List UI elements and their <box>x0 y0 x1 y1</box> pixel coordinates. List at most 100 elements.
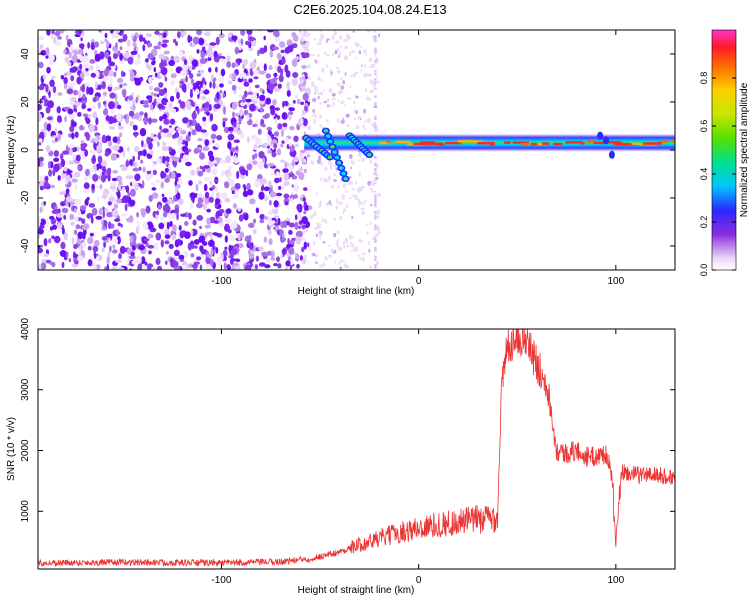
spectrogram-ylabel: Frequency (Hz) <box>6 116 17 185</box>
noise-blob <box>303 158 307 163</box>
noise-blob <box>68 82 76 87</box>
noise-blob <box>189 36 193 42</box>
noise-blob <box>253 70 260 75</box>
noise-blob <box>89 65 94 71</box>
stripe-segment <box>374 116 377 119</box>
noise-blob <box>227 229 232 234</box>
noise-blob <box>175 192 181 200</box>
noise-blob <box>152 169 157 176</box>
noise-blob <box>48 169 52 177</box>
noise-blob <box>294 221 299 230</box>
noise-blob <box>82 113 88 117</box>
noise-blob <box>138 34 144 42</box>
noise-blob <box>79 205 87 211</box>
noise-blob <box>309 215 314 219</box>
noise-blob <box>282 248 285 258</box>
noise-blob <box>237 38 242 45</box>
noise-blob <box>280 49 285 54</box>
noise-blob <box>350 235 355 239</box>
noise-blob <box>38 61 44 69</box>
noise-blob <box>197 108 200 115</box>
noise-blob <box>234 46 239 55</box>
noise-blob <box>264 196 268 202</box>
noise-blob <box>265 113 271 118</box>
spectrogram-xlabel: Height of straight line (km) <box>298 286 415 297</box>
noise-blob <box>142 166 146 173</box>
tone-core <box>425 142 443 145</box>
noise-blob <box>272 46 279 51</box>
noise-blob <box>337 84 341 87</box>
noise-blob <box>349 85 352 89</box>
noise-blob <box>369 159 372 164</box>
noise-blob <box>85 168 90 177</box>
chirp-inner <box>336 160 342 165</box>
noise-blob <box>38 228 44 235</box>
noise-blob <box>63 77 68 84</box>
noise-blob <box>348 51 352 57</box>
noise-blob <box>328 244 331 247</box>
tone-core <box>477 142 495 145</box>
noise-blob <box>46 218 49 227</box>
noise-blob <box>95 256 100 262</box>
noise-blob <box>63 215 67 220</box>
noise-blob <box>314 92 317 95</box>
noise-blob <box>106 40 110 47</box>
noise-blob <box>107 201 112 206</box>
noise-blob <box>81 83 86 93</box>
noise-blob <box>195 183 199 192</box>
noise-blob <box>62 150 69 155</box>
noise-blob <box>78 210 82 217</box>
noise-blob <box>264 264 271 269</box>
noise-blob <box>234 183 241 190</box>
noise-blob <box>122 195 129 204</box>
noise-blob <box>302 197 306 202</box>
stripe-segment <box>374 35 377 38</box>
noise-blob <box>248 222 255 228</box>
noise-blob <box>147 233 154 239</box>
noise-blob <box>73 107 76 112</box>
noise-blob <box>146 263 154 270</box>
noise-blob <box>367 180 372 186</box>
noise-blob <box>85 72 89 77</box>
noise-blob <box>363 72 367 78</box>
noise-blob <box>177 238 181 246</box>
noise-blob <box>206 208 211 213</box>
noise-blob <box>233 158 240 164</box>
noise-blob <box>120 165 128 172</box>
noise-blob <box>46 30 51 36</box>
noise-blob <box>139 76 144 82</box>
noise-blob <box>127 191 131 198</box>
noise-blob <box>333 179 337 182</box>
noise-blob <box>237 86 243 90</box>
noise-blob <box>203 32 211 36</box>
noise-blob <box>306 152 310 155</box>
noise-blob <box>70 201 75 206</box>
noise-blob <box>69 213 75 220</box>
noise-blob <box>86 196 90 201</box>
noise-blob <box>328 254 333 259</box>
noise-blob <box>114 86 121 91</box>
noise-blob <box>275 117 278 125</box>
noise-blob <box>134 173 141 182</box>
noise-blob <box>215 197 220 205</box>
noise-blob <box>198 108 204 112</box>
noise-blob <box>191 111 197 120</box>
noise-blob <box>157 41 162 46</box>
noise-blob <box>143 143 147 149</box>
noise-blob <box>209 258 214 267</box>
stripe-segment <box>374 247 377 250</box>
noise-blob <box>263 236 268 243</box>
noise-blob <box>193 239 200 245</box>
noise-blob <box>213 220 219 224</box>
noise-blob <box>137 225 141 229</box>
noise-blob <box>301 237 306 241</box>
noise-blob <box>189 125 193 132</box>
noise-blob <box>64 72 68 77</box>
noise-blob <box>231 72 237 81</box>
tone-core <box>395 140 411 143</box>
noise-blob <box>280 143 284 148</box>
noise-blob <box>114 218 121 222</box>
noise-blob <box>121 88 127 96</box>
noise-blob <box>272 99 277 106</box>
noise-blob <box>277 83 282 89</box>
